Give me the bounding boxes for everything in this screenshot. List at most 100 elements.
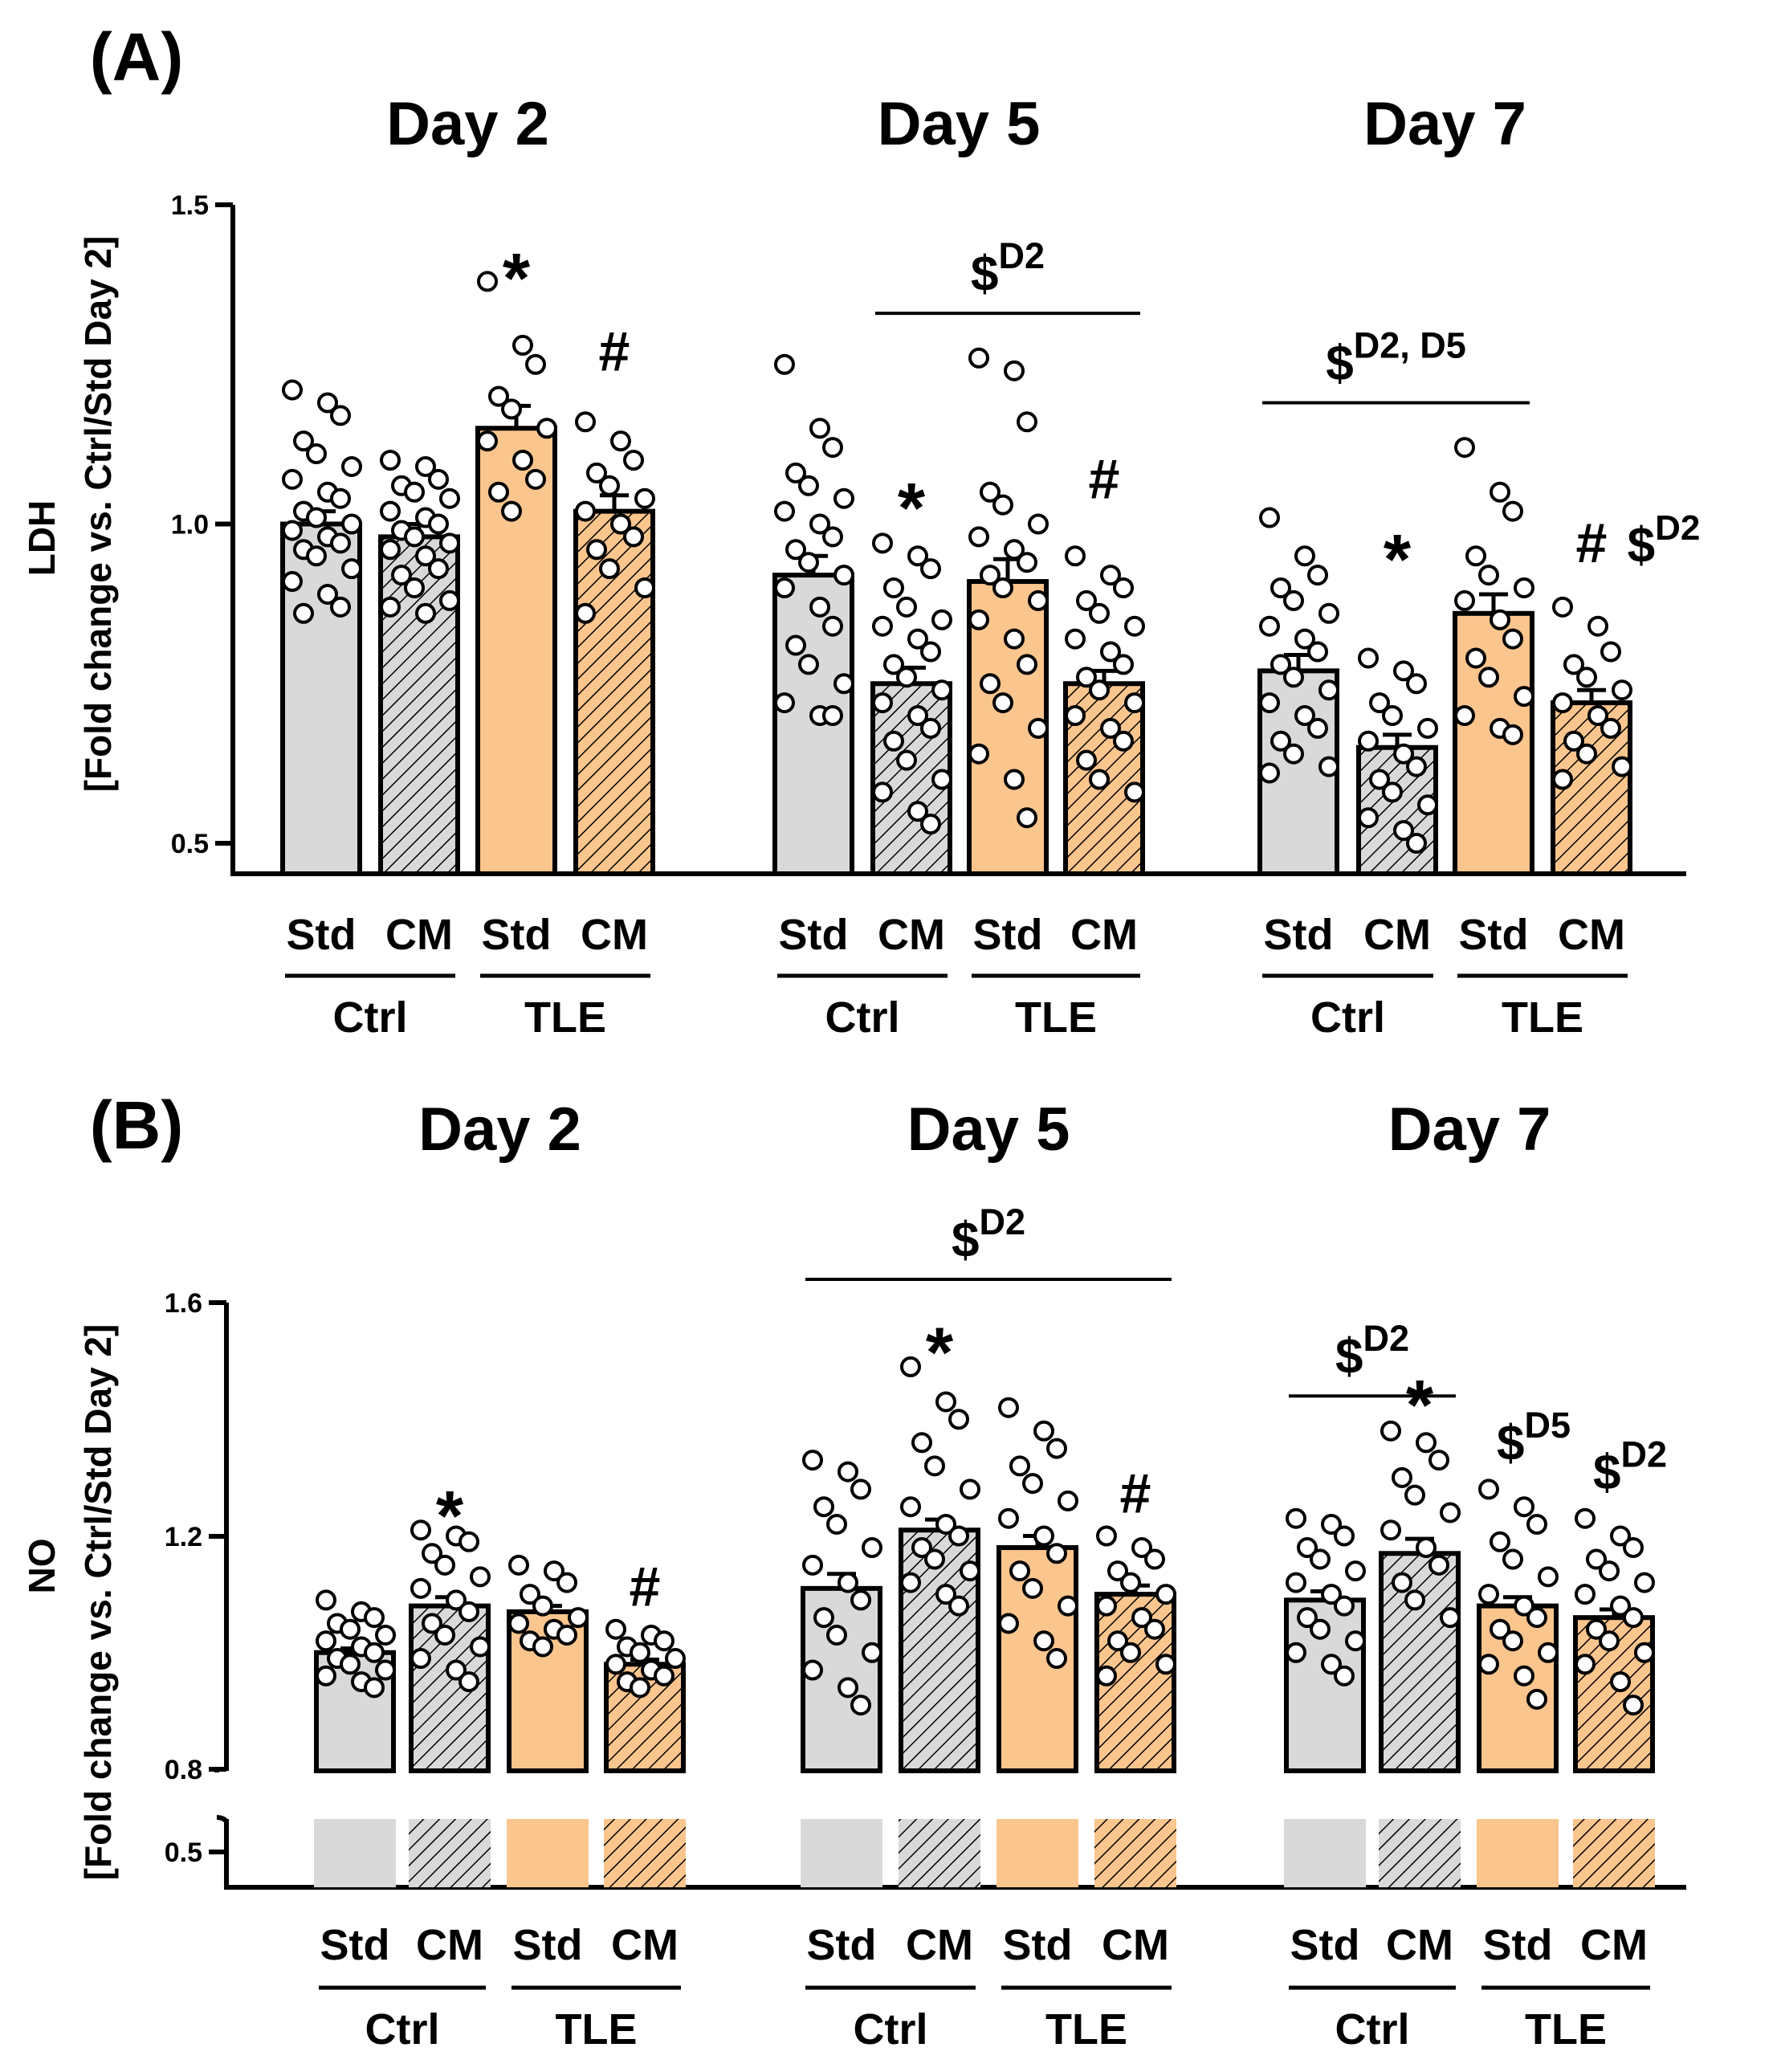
data-point <box>1514 577 1534 598</box>
data-point <box>1358 730 1379 752</box>
data-point <box>282 571 303 593</box>
data-point <box>293 602 314 624</box>
data-point <box>1113 577 1134 598</box>
data-point <box>948 1595 969 1617</box>
data-point <box>575 602 596 624</box>
data-point <box>1270 577 1291 598</box>
bar-lower-segment <box>996 1819 1078 1887</box>
data-point <box>1321 1584 1342 1605</box>
data-point <box>1358 647 1379 669</box>
data-point <box>525 468 546 490</box>
significance-hash: # <box>630 1556 661 1618</box>
data-point <box>1404 1484 1425 1506</box>
data-point <box>1369 769 1390 790</box>
data-point <box>630 1642 650 1663</box>
data-point <box>1017 807 1037 829</box>
data-point <box>1065 545 1086 567</box>
data-point <box>1307 641 1328 663</box>
data-point <box>623 526 644 548</box>
data-point <box>998 1613 1019 1634</box>
data-point <box>439 589 460 611</box>
data-point <box>1259 507 1280 528</box>
data-point <box>813 1607 834 1629</box>
data-point <box>1526 1607 1547 1629</box>
significance-dollar-superscript: D2 <box>1655 508 1700 548</box>
data-point <box>317 392 338 414</box>
data-point <box>605 1618 626 1640</box>
data-point <box>330 596 351 618</box>
data-point <box>1563 654 1584 675</box>
data-point <box>1270 654 1291 675</box>
data-point <box>1417 717 1438 739</box>
data-point <box>1599 1560 1620 1582</box>
data-point <box>935 1513 956 1535</box>
data-point <box>1623 1695 1644 1716</box>
data-point <box>1334 1665 1355 1687</box>
data-point <box>525 353 546 375</box>
bar <box>1453 610 1534 876</box>
data-point <box>1502 1548 1523 1570</box>
data-point <box>1318 602 1339 624</box>
data-point <box>428 558 449 580</box>
category-label: CM <box>1558 911 1625 959</box>
data-point <box>1046 1438 1067 1459</box>
data-point <box>785 634 806 656</box>
significance-dollar-superscript: D5 <box>1524 1405 1571 1446</box>
data-point <box>341 558 362 580</box>
data-point <box>364 1677 385 1699</box>
category-label: CM <box>1102 1921 1169 1969</box>
data-point <box>1440 1607 1461 1629</box>
data-point <box>980 565 1001 586</box>
category-label: Std <box>482 911 552 959</box>
data-point <box>391 565 412 586</box>
bar-lower-segment <box>1284 1819 1366 1887</box>
data-point <box>1404 1589 1425 1611</box>
data-point <box>1576 667 1597 688</box>
data-point <box>1502 500 1523 522</box>
panel-b-layer: (B) NO [Fold change vs. Ctrl/Std Day 2] 0.5… <box>21 1087 1686 2054</box>
data-point <box>306 545 327 567</box>
condition-label: TLE <box>556 2005 638 2054</box>
data-point <box>1393 660 1414 682</box>
data-point <box>1096 1525 1117 1547</box>
data-point <box>1089 602 1110 624</box>
data-point <box>960 1560 980 1582</box>
data-point <box>434 1624 455 1646</box>
data-point <box>364 1607 385 1629</box>
data-point <box>380 500 401 522</box>
data-point <box>1345 1630 1366 1652</box>
data-point <box>316 1665 336 1687</box>
data-point <box>1321 1513 1342 1535</box>
data-point <box>1259 762 1280 784</box>
data-point <box>1046 1543 1067 1564</box>
data-point <box>992 577 1013 598</box>
condition-label: Ctrl <box>854 2005 928 2054</box>
data-point <box>1028 513 1049 535</box>
condition-label: Ctrl <box>1335 2005 1410 2054</box>
data-point <box>340 1654 361 1675</box>
data-point <box>920 814 941 835</box>
data-point <box>1538 1642 1559 1663</box>
data-point <box>833 565 854 586</box>
data-point <box>1526 1513 1547 1535</box>
category-label: Std <box>1264 911 1334 959</box>
significance-dollar-symbol: $ <box>1628 518 1655 573</box>
y-tick-label: 0.5 <box>171 829 209 859</box>
data-point <box>1380 1519 1401 1541</box>
data-point <box>330 405 351 426</box>
data-point <box>1318 679 1339 701</box>
significance-hash: # <box>1089 448 1120 511</box>
data-point <box>1490 1531 1510 1552</box>
data-point <box>1307 717 1328 739</box>
significance-star: * <box>1406 1364 1434 1444</box>
data-point <box>838 1461 858 1483</box>
data-point <box>802 1659 823 1681</box>
data-point <box>422 1543 442 1564</box>
data-point <box>317 583 338 605</box>
data-point <box>1440 1502 1461 1523</box>
data-point <box>1369 692 1390 714</box>
data-point <box>586 462 607 483</box>
data-point <box>774 692 795 714</box>
data-point <box>428 513 449 535</box>
